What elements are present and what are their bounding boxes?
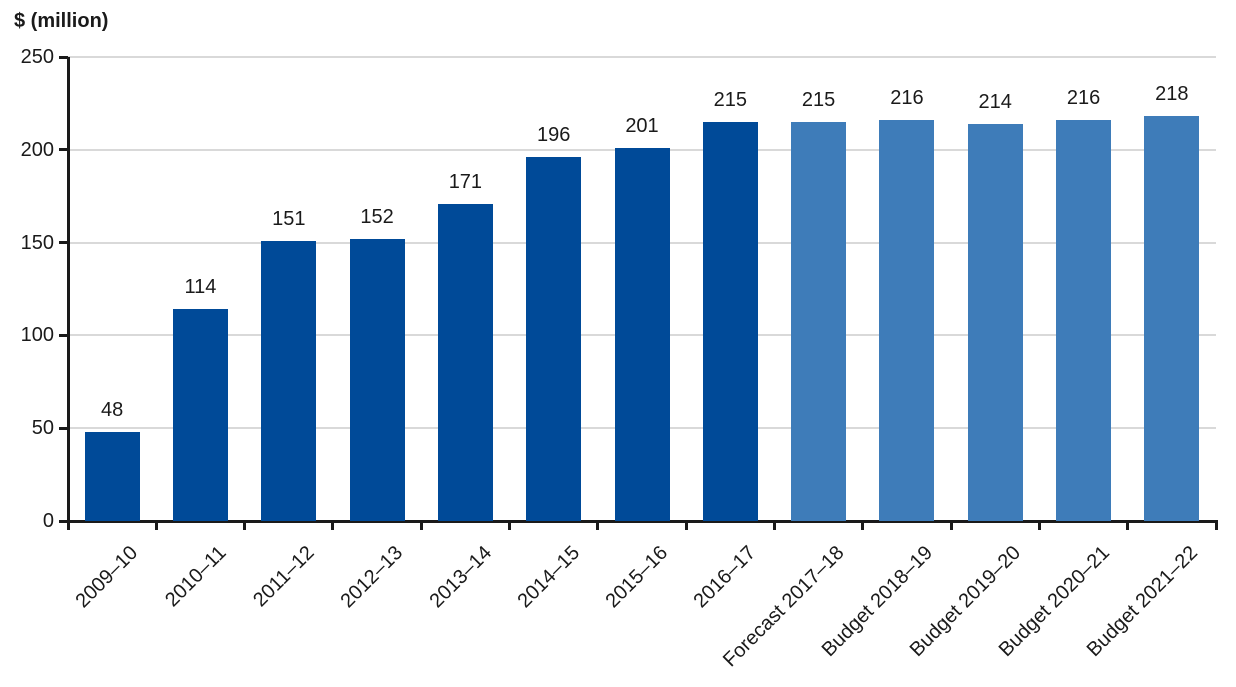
x-axis-tick [154,521,158,530]
bar-1 [84,431,140,521]
y-tick-label: 50 [31,417,54,440]
x-axis-tick [66,521,70,530]
bar-2 [172,309,228,521]
bar-3 [261,240,317,521]
bar-value-label: 152 [360,205,394,228]
bar-8 [702,121,758,521]
x-axis-tick [1037,521,1041,530]
x-axis-label: 2009–10 [71,541,143,613]
bar-value-label: 196 [537,124,571,147]
x-axis-tick [949,521,953,530]
bar-value-label: 218 [1155,83,1189,106]
y-axis-tick [59,55,68,59]
x-axis-label: 2013–14 [425,541,496,613]
y-axis-tick [59,519,68,523]
bar-value-label: 216 [1066,87,1101,110]
x-axis-label: 2010–11 [161,541,231,612]
bar-value-label: 48 [101,398,124,421]
bar-9 [791,121,847,521]
bar-13 [1144,116,1200,521]
bar-value-label: 151 [272,207,306,230]
bar-value-label: 216 [890,87,924,110]
bar-value-label: 215 [713,88,747,111]
y-axis-tick [59,241,68,245]
bar-value-label: 114 [184,276,217,299]
y-tick-label: 100 [20,324,54,347]
x-axis-tick [684,521,688,530]
x-axis-tick [1214,521,1218,530]
x-axis-label: 2012–13 [336,541,408,613]
x-axis-tick [508,521,512,530]
x-axis-tick [1126,521,1130,530]
x-axis-tick [419,521,423,530]
bar-6 [526,157,582,521]
y-axis-tick [59,148,68,152]
y-tick-label: 200 [20,138,54,161]
y-axis-title: $ (million) [14,10,109,32]
y-tick-label: 150 [20,231,54,254]
bar-12 [1056,120,1112,521]
y-axis-tick [59,426,68,430]
x-axis-label: 2014–15 [513,541,584,613]
y-tick-label: 0 [42,510,54,532]
x-axis-tick [243,521,247,530]
x-axis-line [66,519,1218,523]
bar-value-label: 201 [625,114,659,137]
bar-value-label: 215 [801,88,836,111]
x-axis-tick [861,521,865,530]
bar-4 [349,238,405,521]
x-axis-tick [596,521,600,530]
bar-11 [967,123,1023,521]
x-axis-tick [772,521,776,530]
bar-value-label: 171 [448,170,483,193]
y-axis-tick [59,333,68,337]
bar-7 [614,147,670,521]
bar-5 [437,203,493,521]
gridline-250 [68,56,1216,58]
x-axis-label: 2015–16 [601,541,673,613]
bar-10 [879,120,935,521]
y-axis-line [66,57,70,521]
bar-value-label: 214 [978,90,1012,113]
x-axis-label: 2016–17 [689,541,761,613]
x-axis-label: 2011–12 [249,541,320,612]
y-tick-label: 250 [20,46,54,68]
x-axis-tick [331,521,335,530]
